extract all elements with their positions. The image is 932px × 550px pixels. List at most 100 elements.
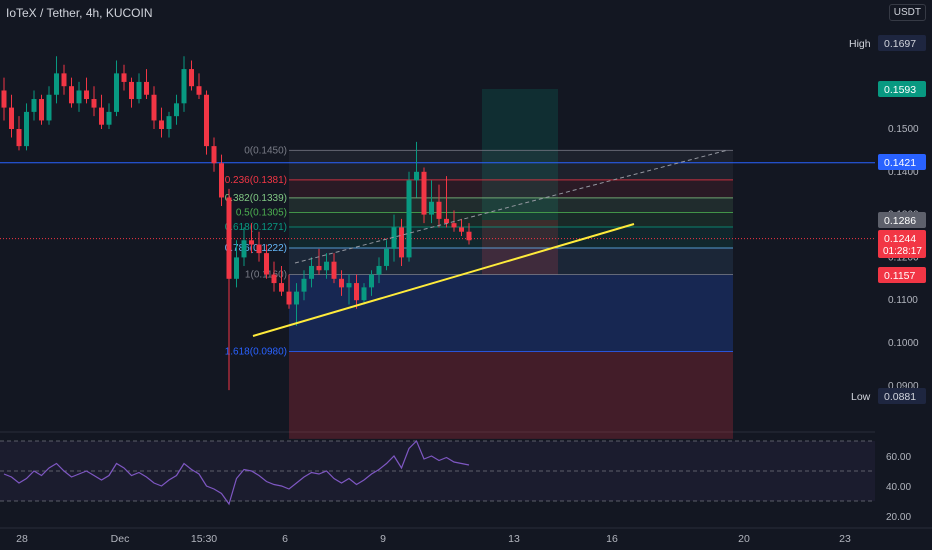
- time-tick-label: 9: [380, 533, 386, 545]
- low-value-tag: [878, 388, 926, 404]
- fib-level-label: 0.786(0.1222): [225, 243, 287, 254]
- candle-body: [226, 197, 232, 279]
- fib-level-label: 0.382(0.1339): [225, 193, 287, 204]
- candle-body: [24, 111, 29, 147]
- candle-body: [256, 244, 262, 254]
- fib-level-label: 0.618(0.1271): [225, 222, 287, 233]
- target-price-tag-text: 0.1593: [884, 84, 916, 96]
- candle-body: [279, 283, 284, 292]
- time-tick-label: 16: [606, 533, 618, 545]
- fib-band: [289, 247, 733, 275]
- candle-body: [354, 283, 359, 301]
- candle-body: [346, 283, 352, 288]
- low-value-tag-text: 0.0881: [884, 391, 916, 403]
- trend-line: [252, 223, 635, 337]
- price-tick-label: 0.1000: [888, 338, 919, 349]
- projection-line: [294, 149, 729, 264]
- candle-body: [271, 274, 277, 284]
- fib-band: [289, 227, 733, 248]
- candle-body: [384, 248, 389, 266]
- candle-body: [174, 103, 179, 117]
- candle-body: [1, 90, 7, 108]
- chart-title: IoTeX / Tether, 4h, KUCOIN: [6, 6, 153, 20]
- candle-body: [339, 278, 344, 288]
- candle-body: [136, 81, 142, 100]
- candle-body: [54, 73, 59, 95]
- candle-body: [436, 201, 442, 219]
- fib-band: [289, 212, 733, 228]
- entry-price-tag: [878, 212, 926, 228]
- rsi-tick-label: 20.00: [886, 512, 911, 523]
- candle-body: [204, 94, 209, 147]
- fib-level-label: 1(0.1160): [245, 270, 287, 281]
- candle-body: [451, 223, 457, 228]
- fib-level-label: 0.5(0.1305): [236, 207, 287, 218]
- currency-button[interactable]: USDT: [888, 4, 926, 21]
- stop-price-tag: [878, 267, 926, 283]
- candle-body: [301, 278, 307, 292]
- candle-body: [76, 90, 82, 104]
- candle-body: [399, 227, 404, 258]
- candle-body: [69, 86, 74, 104]
- fib-level-label: 1.618(0.0980): [225, 347, 287, 358]
- candle-body: [429, 201, 434, 215]
- resistance-price-tag-text: 0.1421: [884, 157, 916, 169]
- candle-body: [151, 94, 157, 121]
- candle-body: [369, 274, 374, 288]
- candle-body: [46, 94, 52, 121]
- high-value-tag-text: 0.1697: [884, 38, 916, 50]
- candle-body: [9, 107, 14, 129]
- low-label-bg: [845, 388, 875, 404]
- rsi-tick-label: 60.00: [886, 452, 911, 463]
- rsi-tick-label: 40.00: [886, 482, 911, 493]
- countdown-text: 01:28:17: [883, 246, 922, 257]
- candle-body: [159, 120, 164, 129]
- candle-body: [264, 253, 269, 275]
- low-label: Low: [851, 391, 871, 403]
- candle-body: [219, 163, 224, 198]
- candle-body: [414, 171, 419, 181]
- price-tick-label: 0.1100: [888, 295, 918, 306]
- rsi-line: [3, 439, 470, 506]
- candle-body: [129, 81, 134, 100]
- candle-body: [84, 90, 89, 100]
- time-tick-label: 6: [282, 533, 288, 545]
- candle-body: [166, 116, 172, 129]
- time-tick-label: 23: [839, 533, 851, 545]
- candle-body: [324, 261, 329, 271]
- fib-level-label: 0(0.1450): [244, 145, 287, 156]
- candle-body: [114, 73, 119, 112]
- candle-body: [189, 69, 194, 87]
- fib-band: [289, 197, 733, 213]
- candle-body: [309, 265, 314, 279]
- candle-body: [444, 218, 449, 224]
- candle-body: [106, 111, 112, 125]
- candle-body: [294, 291, 299, 305]
- time-tick-label: 15:30: [191, 533, 217, 545]
- candle-body: [181, 69, 187, 104]
- time-tick-label: 20: [738, 533, 750, 545]
- price-tick-label: 0.1400: [888, 167, 919, 178]
- candle-body: [144, 81, 149, 95]
- resistance-price-tag: [878, 154, 926, 170]
- price-tick-label: 0.0900: [888, 381, 919, 392]
- candle-body: [196, 86, 202, 95]
- current-price-tag: [878, 230, 926, 258]
- fib-level-label: 0.236(0.1381): [225, 175, 287, 186]
- candle-body: [234, 257, 239, 279]
- high-label-bg: [845, 35, 875, 51]
- candle-body: [211, 146, 217, 164]
- fib-band: [289, 179, 733, 198]
- current-price-text: 0.1244: [884, 233, 916, 245]
- candle-body: [121, 73, 127, 82]
- target-price-tag: [878, 81, 926, 97]
- time-tick-label: Dec: [111, 533, 130, 545]
- candle-body: [331, 261, 337, 279]
- entry-price-tag-text: 0.1286: [884, 215, 916, 227]
- candle-body: [361, 287, 367, 301]
- candle-body: [391, 227, 397, 249]
- time-tick-label: 13: [508, 533, 520, 545]
- price-tick-label: 0.1500: [888, 124, 919, 135]
